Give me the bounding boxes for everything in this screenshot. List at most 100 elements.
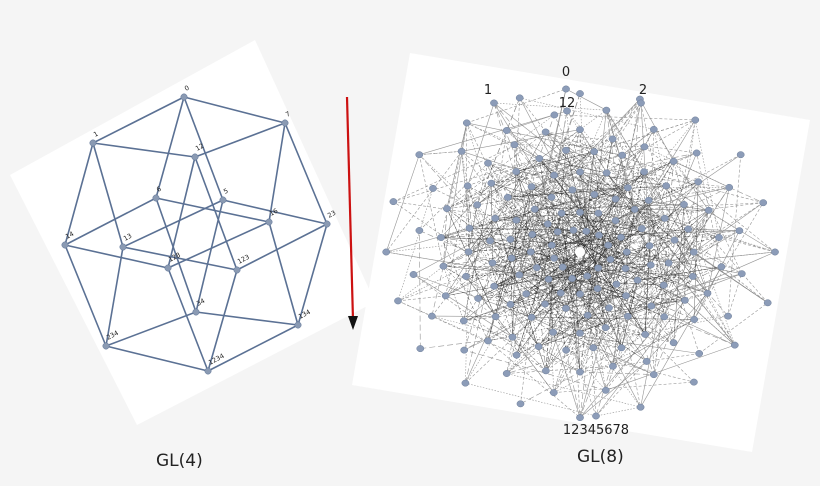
graph-node xyxy=(220,197,226,203)
node-label: 12 xyxy=(559,96,576,111)
graph-node xyxy=(760,200,767,206)
graph-node xyxy=(612,196,619,202)
graph-node xyxy=(603,170,610,176)
graph-node xyxy=(492,215,499,221)
graph-node xyxy=(513,217,520,223)
graph-node xyxy=(417,345,424,351)
graph-node xyxy=(464,183,471,189)
graph-node xyxy=(607,256,614,262)
graph-node xyxy=(641,144,648,150)
graph-node xyxy=(62,242,68,248)
graph-node xyxy=(103,343,109,349)
graph-node xyxy=(466,225,473,231)
graph-node xyxy=(508,255,515,261)
graph-node xyxy=(528,184,535,190)
graph-node xyxy=(690,379,697,385)
graph-node xyxy=(576,414,583,420)
graph-node xyxy=(613,281,620,287)
graph-node xyxy=(731,342,738,348)
graph-node xyxy=(671,237,678,243)
graph-node xyxy=(602,387,609,393)
graph-node xyxy=(527,249,534,255)
graph-node xyxy=(516,272,523,278)
gl8-caption: GL(8) xyxy=(577,447,624,467)
graph-node xyxy=(646,243,653,249)
graph-node xyxy=(715,234,722,240)
graph-node xyxy=(295,322,301,328)
graph-node xyxy=(550,329,557,335)
graph-node xyxy=(661,215,668,221)
graph-node xyxy=(541,301,548,307)
graph-node xyxy=(558,210,565,216)
graph-node xyxy=(681,297,688,303)
graph-node xyxy=(619,152,626,158)
graph-node xyxy=(503,370,510,376)
graph-node xyxy=(492,313,499,319)
graph-node xyxy=(440,263,447,269)
graph-node xyxy=(463,120,470,126)
graph-node xyxy=(663,183,670,189)
graph-node xyxy=(622,265,629,271)
graph-node xyxy=(523,291,530,297)
graph-node xyxy=(516,95,523,101)
graph-node xyxy=(461,347,468,353)
graph-node xyxy=(120,244,126,250)
graph-node xyxy=(584,273,591,279)
graph-node xyxy=(718,264,725,270)
graph-node xyxy=(643,358,650,364)
graph-node xyxy=(605,305,612,311)
graph-node xyxy=(528,314,535,320)
graph-node xyxy=(576,369,583,375)
graph-node xyxy=(637,404,644,410)
graph-node xyxy=(764,300,771,306)
graph-node xyxy=(696,350,703,356)
graph-node xyxy=(570,227,577,233)
graph-node xyxy=(738,271,745,277)
graph-node xyxy=(590,345,597,351)
graph-node xyxy=(458,148,465,154)
graph-node xyxy=(591,148,598,154)
graph-node xyxy=(324,221,330,227)
graph-node xyxy=(695,179,702,185)
graph-node xyxy=(507,236,514,242)
graph-node xyxy=(634,277,641,283)
graph-node xyxy=(462,273,469,279)
graph-node xyxy=(602,324,609,330)
graph-node xyxy=(554,229,561,235)
graph-node xyxy=(460,318,467,324)
graph-node xyxy=(416,152,423,158)
node-label: 12345678 xyxy=(563,423,629,438)
graph-node xyxy=(551,112,558,118)
graph-node xyxy=(517,401,524,407)
graph-node xyxy=(551,255,558,261)
graph-node xyxy=(429,185,436,191)
graph-node xyxy=(536,155,543,161)
graph-node xyxy=(487,238,494,244)
graph-node xyxy=(193,309,199,315)
graph-node xyxy=(437,234,444,240)
node-label: 2 xyxy=(639,83,647,98)
graph-node xyxy=(650,371,657,377)
graph-node xyxy=(693,150,700,156)
graph-node xyxy=(647,262,654,268)
graph-node xyxy=(531,206,538,212)
graph-node xyxy=(576,126,583,132)
graph-node xyxy=(507,301,514,307)
graph-node xyxy=(153,195,159,201)
graph-node xyxy=(205,368,211,374)
graph-node xyxy=(771,249,778,255)
graph-node xyxy=(513,168,520,174)
graph-node xyxy=(592,413,599,419)
graph-node xyxy=(705,207,712,213)
graph-node xyxy=(513,352,520,358)
graph-node xyxy=(545,276,552,282)
graph-node xyxy=(569,275,576,281)
graph-node xyxy=(591,191,598,197)
graph-node xyxy=(282,120,288,126)
graph-node xyxy=(624,313,631,319)
graph-node xyxy=(576,291,583,297)
